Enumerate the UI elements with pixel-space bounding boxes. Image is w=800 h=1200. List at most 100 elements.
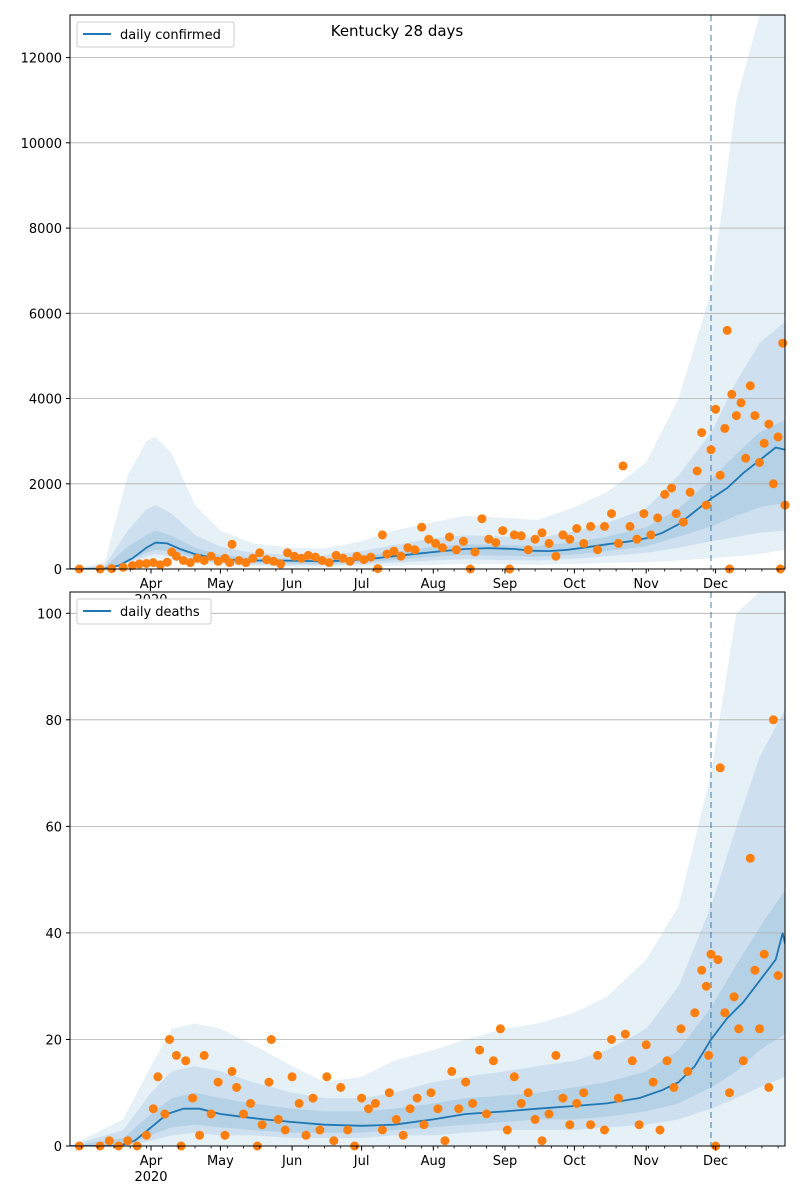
deaths-y-tick-label: 0 — [54, 1140, 62, 1155]
deaths-x-tick-label: Jun — [281, 1154, 302, 1169]
confirmed-observed-point — [773, 432, 783, 442]
confirmed-observed-point — [396, 551, 406, 561]
confirmed-observed-point — [667, 483, 677, 493]
deaths-observed-point — [398, 1130, 408, 1140]
confirmed-y-tick-label: 2000 — [29, 478, 62, 493]
confirmed-y-tick-label: 12000 — [21, 52, 62, 67]
deaths-observed-point — [294, 1098, 304, 1108]
confirmed-observed-point — [701, 500, 711, 510]
confirmed-observed-point — [324, 558, 334, 568]
deaths-observed-point — [706, 949, 716, 959]
confirmed-observed-point — [671, 509, 681, 519]
confirmed-y-tick-label: 6000 — [29, 307, 62, 322]
confirmed-x-tick-label: Jun — [281, 577, 302, 592]
confirmed-observed-point — [778, 338, 788, 348]
confirmed-observed-point — [759, 438, 769, 448]
deaths-observed-point — [627, 1056, 637, 1066]
confirmed-observed-point — [632, 534, 642, 544]
confirmed-observed-point — [417, 522, 427, 532]
deaths-observed-point — [738, 1056, 748, 1066]
deaths-band-0 — [70, 592, 785, 1146]
confirmed-observed-point — [715, 470, 725, 480]
deaths-observed-point — [690, 1008, 700, 1018]
confirmed-observed-point — [345, 556, 355, 566]
confirmed-uncertainty-bands — [70, 15, 785, 569]
deaths-observed-point — [405, 1104, 415, 1114]
deaths-observed-point — [683, 1066, 693, 1076]
confirmed-observed-point — [410, 545, 420, 555]
deaths-observed-point — [160, 1109, 170, 1119]
deaths-observed-point — [273, 1114, 283, 1124]
confirmed-observed-point — [213, 556, 223, 566]
deaths-x-tick-label: Sep — [493, 1154, 518, 1169]
deaths-observed-point — [104, 1136, 114, 1146]
confirmed-observed-point — [625, 521, 635, 531]
confirmed-observed-point — [352, 551, 362, 561]
deaths-observed-point — [579, 1088, 589, 1098]
deaths-observed-point — [206, 1109, 216, 1119]
confirmed-observed-point — [572, 524, 582, 533]
deaths-observed-point — [715, 763, 725, 773]
deaths-observed-point — [655, 1125, 665, 1135]
confirmed-observed-point — [234, 556, 244, 565]
deaths-observed-point — [357, 1093, 367, 1103]
confirmed-observed-point — [660, 489, 670, 499]
confirmed-observed-point — [377, 530, 387, 540]
confirmed-observed-point — [711, 404, 721, 414]
deaths-observed-point — [586, 1120, 596, 1130]
deaths-observed-point — [755, 1024, 764, 1034]
deaths-observed-point — [669, 1082, 679, 1092]
deaths-observed-point — [613, 1093, 623, 1103]
deaths-observed-point — [697, 965, 707, 975]
deaths-observed-point — [701, 981, 711, 991]
confirmed-observed-point — [530, 534, 540, 544]
deaths-y-tick-label: 20 — [45, 1034, 62, 1049]
confirmed-observed-point — [755, 458, 764, 467]
deaths-x-tick-label: May — [207, 1154, 234, 1169]
confirmed-observed-point — [458, 536, 468, 546]
confirmed-observed-point — [338, 553, 348, 563]
confirmed-observed-point — [317, 556, 327, 565]
deaths-observed-point — [343, 1125, 353, 1135]
confirmed-observed-point — [745, 381, 755, 391]
deaths-observed-point — [148, 1104, 158, 1114]
confirmed-observed-point — [128, 561, 137, 571]
confirmed-observed-point — [262, 555, 272, 565]
deaths-observed-point — [593, 1050, 603, 1060]
confirmed-observed-point — [551, 551, 561, 561]
deaths-observed-point — [764, 1082, 774, 1092]
deaths-observed-point — [502, 1125, 512, 1135]
deaths-observed-point — [759, 949, 769, 959]
deaths-observed-point — [773, 971, 783, 980]
deaths-observed-point — [188, 1093, 198, 1103]
deaths-observed-point — [440, 1136, 450, 1146]
confirmed-observed-point — [366, 552, 376, 562]
deaths-observed-point — [729, 992, 739, 1002]
confirmed-observed-point — [178, 556, 188, 565]
confirmed-observed-point — [192, 553, 202, 563]
deaths-observed-point — [558, 1093, 568, 1103]
confirmed-observed-point — [162, 557, 172, 567]
deaths-observed-point — [308, 1093, 318, 1103]
deaths-observed-point — [734, 1024, 744, 1034]
confirmed-observed-point — [227, 539, 237, 549]
deaths-observed-point — [572, 1098, 582, 1108]
deaths-axes-frame — [69, 591, 786, 1147]
confirmed-observed-point — [477, 514, 487, 524]
confirmed-observed-point — [289, 551, 299, 561]
deaths-observed-point — [426, 1088, 436, 1098]
deaths-observed-point — [607, 1035, 616, 1044]
deaths-observed-point — [544, 1109, 554, 1119]
confirmed-observed-point — [523, 545, 533, 555]
deaths-observed-point — [220, 1130, 230, 1140]
confirmed-observed-point — [731, 411, 741, 421]
deaths-observed-point — [199, 1050, 209, 1060]
confirmed-observed-point — [544, 538, 554, 548]
confirmed-observed-point — [141, 559, 151, 568]
confirmed-observed-point — [206, 551, 216, 561]
confirmed-observed-point — [438, 543, 447, 553]
deaths-observed-point — [336, 1082, 346, 1092]
confirmed-x-tick-label: Sep — [493, 577, 518, 592]
